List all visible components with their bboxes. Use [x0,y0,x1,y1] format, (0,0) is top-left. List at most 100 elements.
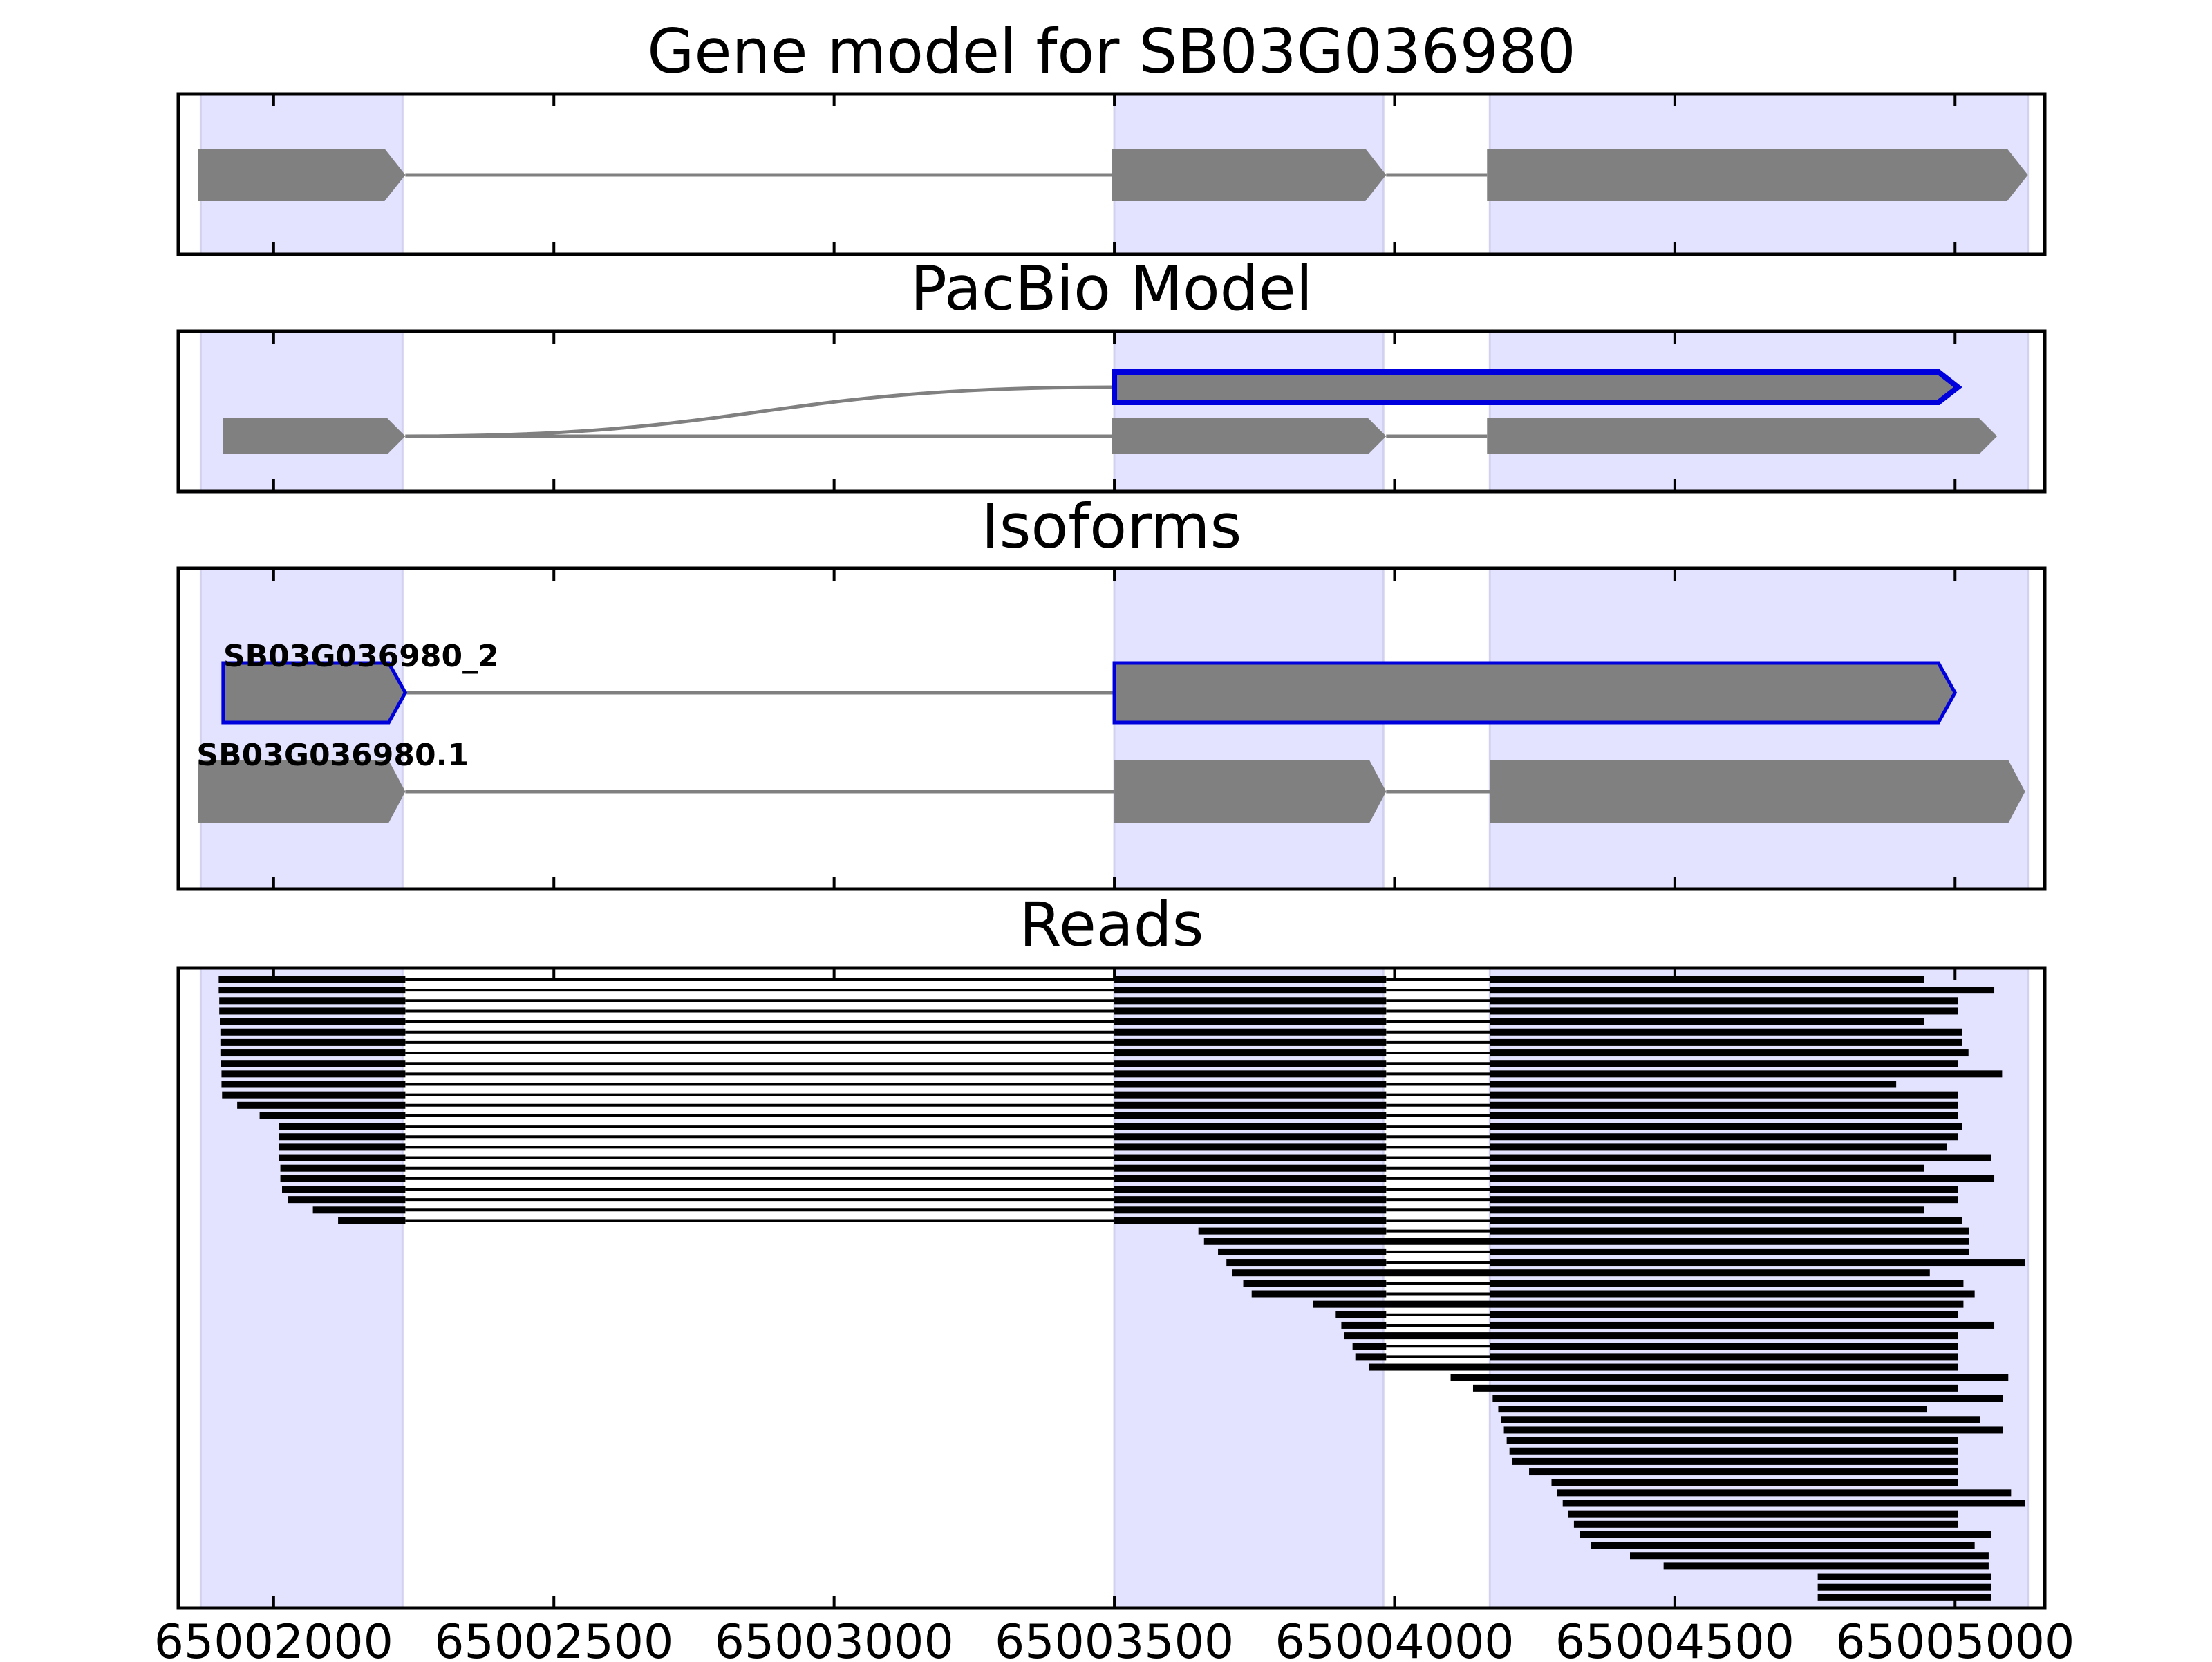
exon-1-0-0 [1112,369,1962,405]
read-segment-a21-2 [1490,1196,1958,1204]
read-segment-b0-0 [1198,1227,1387,1235]
read-segment-a19-1 [1114,1175,1387,1182]
panel-title-gene_model: Gene model for SB03G036980 [647,16,1576,87]
read-segment-c16-0 [1591,1542,1975,1549]
read-segment-b11-0 [1352,1343,1387,1350]
read-segment-a0-2 [1490,976,1924,983]
splice-curve-0 [405,385,1115,438]
read-segment-a23-1 [1114,1217,1387,1224]
read-segment-a18-0 [280,1164,406,1172]
read-segment-c10-0 [1551,1479,1958,1486]
exon-1-1-1 [1112,418,1387,454]
read-segment-a17-0 [279,1154,406,1161]
exon-0-0-1 [1112,149,1387,201]
read-segment-a8-0 [221,1060,406,1067]
read-segment-a15-0 [279,1133,406,1141]
read-segment-c11-0 [1557,1489,2012,1497]
read-segment-a17-2 [1490,1154,1991,1161]
read-segment-a18-2 [1490,1164,1924,1172]
exon-2-1-2 [1490,760,2025,823]
read-segment-b5-1 [1490,1280,1964,1287]
read-segment-a10-1 [1114,1081,1387,1088]
read-segment-a8-2 [1490,1060,1958,1067]
read-segment-a5-1 [1114,1028,1387,1036]
read-segment-b8-1 [1490,1311,1958,1318]
axes-frame-0 [176,92,2047,256]
isoform-label-1: SB03G036980.1 [196,738,469,773]
panel-reads: Reads [176,889,2047,1610]
read-segment-a10-2 [1490,1081,1897,1088]
read-segment-b9-0 [1341,1321,1387,1329]
exon-0-0-2 [1487,149,2028,201]
read-segment-a16-0 [279,1143,406,1151]
read-segment-a13-2 [1490,1112,1958,1119]
read-segment-a7-2 [1490,1049,1969,1057]
read-segment-b9-1 [1490,1321,1995,1329]
x-tick-label-5: 65004500 [1555,1615,1794,1659]
read-segment-b2-0 [1218,1248,1387,1255]
read-segment-a4-1 [1114,1018,1387,1025]
read-segment-c17-0 [1630,1552,1989,1560]
read-segment-a12-1 [1114,1101,1387,1109]
read-segment-c0-0 [1450,1374,2009,1381]
read-segment-a7-1 [1114,1049,1387,1057]
read-segment-b12-1 [1490,1353,1958,1361]
read-segment-c13-0 [1568,1510,1958,1518]
read-segment-c1-0 [1472,1384,1958,1392]
x-tick-label-2: 65003000 [715,1615,954,1659]
read-segment-a2-1 [1114,997,1387,1005]
read-segment-a23-0 [338,1217,406,1224]
read-segment-c4-0 [1501,1416,1980,1423]
exon-1-1-0 [223,418,406,454]
x-tick-label-3: 65003500 [995,1615,1234,1659]
read-segment-a2-2 [1490,997,1958,1005]
read-segment-a11-1 [1114,1091,1387,1099]
read-segment-b1-0 [1203,1238,1969,1245]
read-segment-b13-0 [1369,1363,1958,1371]
read-segment-a1-1 [1114,987,1387,994]
read-segment-d2-0 [1817,1594,1991,1601]
read-segment-b6-1 [1490,1290,1975,1298]
exon-0-0-0 [198,149,406,201]
read-segment-a13-1 [1114,1112,1387,1119]
read-segment-b7-0 [1313,1300,1964,1308]
panel-title-isoforms: Isoforms [982,491,1242,562]
exon-region-1-1 [1113,330,1385,493]
panel-title-reads: Reads [1020,889,1204,960]
read-segment-a22-0 [312,1206,406,1214]
exon-2-0-1 [1112,661,1958,725]
read-segment-a13-0 [259,1112,406,1119]
read-segment-a14-0 [279,1123,406,1130]
exon-region-2-2 [1488,567,2030,890]
read-segment-c2-0 [1492,1395,2003,1402]
axes-frame-3 [176,966,2047,1610]
read-segment-a21-1 [1114,1196,1387,1204]
panel-gene_model: Gene model for SB03G036980 [176,16,2047,256]
read-segment-a14-1 [1114,1123,1387,1130]
exon-region-1-2 [1488,330,2030,493]
exon-1-1-2 [1487,418,1998,454]
read-segment-a11-0 [222,1091,406,1099]
read-segment-a3-2 [1490,1007,1958,1015]
read-segment-c6-0 [1506,1437,1958,1444]
read-segment-a1-2 [1490,987,1995,994]
read-segment-a4-2 [1490,1018,1924,1025]
read-segment-c5-0 [1503,1426,2003,1434]
read-segment-a20-0 [282,1186,406,1193]
read-segment-a6-0 [220,1038,406,1046]
read-segment-a19-2 [1490,1175,1995,1182]
read-segment-b6-0 [1251,1290,1387,1298]
read-segment-a17-1 [1114,1154,1387,1161]
read-segment-c9-0 [1529,1468,1958,1476]
read-segment-b0-1 [1490,1227,1969,1235]
read-segment-a7-0 [220,1049,406,1057]
read-segment-a20-2 [1490,1186,1958,1193]
read-segment-b5-0 [1243,1280,1387,1287]
read-segment-a11-2 [1490,1091,1958,1099]
read-segment-c18-0 [1663,1562,1989,1570]
read-segment-a9-2 [1490,1070,2003,1078]
read-segment-c12-0 [1562,1500,2025,1507]
isoform-label-0: SB03G036980_2 [223,639,499,674]
read-segment-a20-1 [1114,1186,1387,1193]
